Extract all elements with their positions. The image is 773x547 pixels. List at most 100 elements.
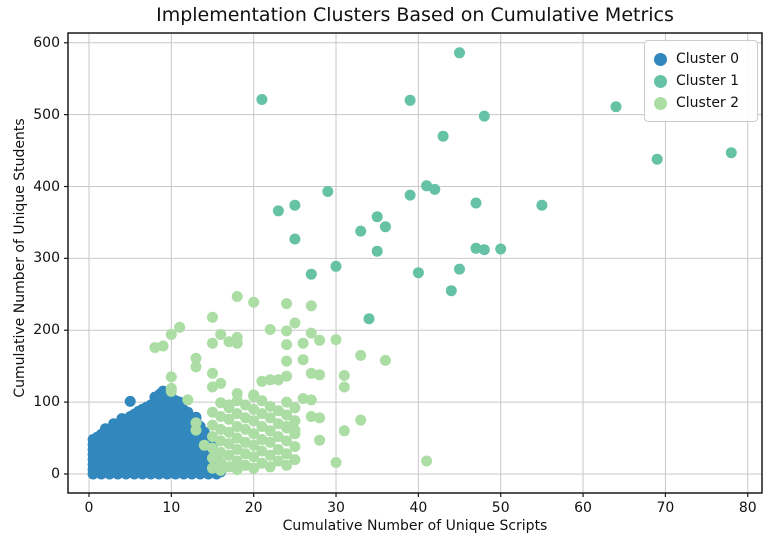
- data-point-cluster-1: [289, 233, 301, 245]
- data-point-cluster-2: [207, 311, 218, 323]
- data-point-cluster-2: [157, 340, 169, 352]
- data-point-cluster-2: [305, 411, 317, 422]
- data-point-cluster-2: [215, 457, 227, 468]
- data-point-cluster-2: [215, 329, 227, 340]
- data-point-cluster-2: [305, 327, 317, 339]
- data-point-cluster-2: [207, 442, 218, 454]
- data-point-cluster-2: [256, 408, 268, 420]
- data-point-cluster-2: [264, 436, 276, 448]
- data-point-cluster-2: [314, 434, 326, 446]
- data-point-cluster-2: [231, 421, 243, 432]
- data-point-cluster-2: [223, 402, 235, 414]
- data-point-cluster-2: [165, 385, 177, 397]
- data-point-cluster-2: [281, 325, 293, 337]
- x-tick-label: 60: [574, 500, 592, 516]
- data-point-cluster-1: [363, 313, 375, 325]
- data-point-cluster-2: [272, 405, 284, 417]
- data-point-cluster-2: [231, 444, 243, 455]
- data-point-cluster-1: [272, 205, 284, 217]
- x-tick-label: 30: [327, 500, 345, 516]
- data-point-cluster-2: [256, 421, 268, 432]
- data-point-cluster-2: [223, 413, 235, 425]
- data-point-cluster-1: [470, 197, 482, 209]
- x-axis-label: Cumulative Number of Unique Scripts: [282, 518, 548, 534]
- legend-label: Cluster 2: [676, 95, 740, 111]
- y-tick-label: 200: [33, 322, 60, 339]
- legend-label: Cluster 1: [676, 73, 740, 89]
- x-tick-label: 70: [656, 500, 675, 516]
- data-point-cluster-2: [272, 431, 284, 443]
- data-point-cluster-2: [264, 400, 276, 412]
- data-point-cluster-1: [256, 94, 268, 105]
- data-point-cluster-1: [536, 199, 548, 211]
- data-point-cluster-2: [207, 452, 218, 464]
- data-point-cluster-1: [725, 147, 737, 159]
- data-point-cluster-2: [248, 403, 260, 415]
- data-point-cluster-2: [264, 374, 276, 386]
- legend-item-cluster-0: Cluster 0: [654, 48, 748, 70]
- data-point-cluster-2: [215, 377, 227, 389]
- data-point-cluster-2: [223, 426, 235, 438]
- data-point-cluster-2: [248, 415, 260, 427]
- data-point-cluster-1: [478, 244, 490, 256]
- data-point-cluster-2: [248, 439, 260, 451]
- data-point-cluster-2: [240, 423, 251, 435]
- data-point-cluster-2: [256, 434, 268, 445]
- data-point-cluster-2: [248, 296, 260, 308]
- data-point-cluster-2: [256, 375, 268, 387]
- data-point-cluster-2: [281, 448, 293, 460]
- data-point-cluster-2: [338, 425, 350, 437]
- y-tick-label: 600: [33, 34, 60, 51]
- data-point-cluster-2: [330, 334, 342, 346]
- data-point-cluster-2: [207, 419, 218, 431]
- data-point-cluster-2: [305, 394, 317, 406]
- data-point-cluster-2: [338, 381, 350, 393]
- data-point-cluster-2: [297, 337, 309, 349]
- data-point-cluster-2: [207, 406, 218, 418]
- data-point-cluster-2: [289, 454, 301, 466]
- data-point-cluster-2: [248, 428, 260, 440]
- data-point-cluster-1: [379, 221, 391, 233]
- data-point-cluster-2: [264, 449, 276, 461]
- data-point-cluster-2: [355, 414, 367, 426]
- y-tick-label: 0: [51, 465, 60, 482]
- x-tick-label: 50: [491, 500, 510, 516]
- y-tick-label: 400: [33, 178, 60, 195]
- data-point-cluster-2: [207, 431, 218, 443]
- data-point-cluster-2: [190, 361, 202, 373]
- data-point-cluster-1: [478, 110, 490, 122]
- data-point-cluster-2: [182, 394, 194, 406]
- data-point-cluster-2: [272, 444, 284, 455]
- data-point-cluster-2: [231, 464, 243, 476]
- y-tick-label: 500: [33, 106, 60, 123]
- data-point-cluster-1: [437, 130, 449, 142]
- data-point-cluster-2: [421, 455, 433, 467]
- data-point-cluster-2: [231, 408, 243, 420]
- data-point-cluster-2: [338, 370, 350, 381]
- data-point-cluster-1: [412, 267, 424, 279]
- data-point-cluster-2: [223, 336, 235, 348]
- data-point-cluster-2: [264, 425, 276, 437]
- data-point-cluster-0: [124, 395, 136, 407]
- data-point-cluster-1: [610, 101, 622, 113]
- data-point-cluster-2: [215, 446, 227, 458]
- data-point-cluster-2: [314, 369, 326, 381]
- data-point-cluster-2: [272, 418, 284, 430]
- data-point-cluster-2: [281, 370, 293, 382]
- data-point-cluster-2: [281, 409, 293, 421]
- data-point-cluster-2: [207, 381, 218, 393]
- legend-label: Cluster 0: [676, 51, 740, 67]
- data-point-cluster-2: [379, 354, 391, 366]
- cluster-1-marker-icon: [654, 74, 667, 88]
- data-point-cluster-2: [207, 337, 218, 349]
- data-point-cluster-2: [305, 367, 317, 379]
- data-point-cluster-2: [289, 402, 301, 414]
- data-point-cluster-2: [223, 438, 235, 450]
- data-point-cluster-2: [281, 422, 293, 434]
- cluster-2-marker-icon: [654, 96, 667, 110]
- data-point-cluster-1: [371, 211, 383, 223]
- data-point-cluster-2: [248, 390, 260, 402]
- data-point-cluster-2: [305, 300, 317, 312]
